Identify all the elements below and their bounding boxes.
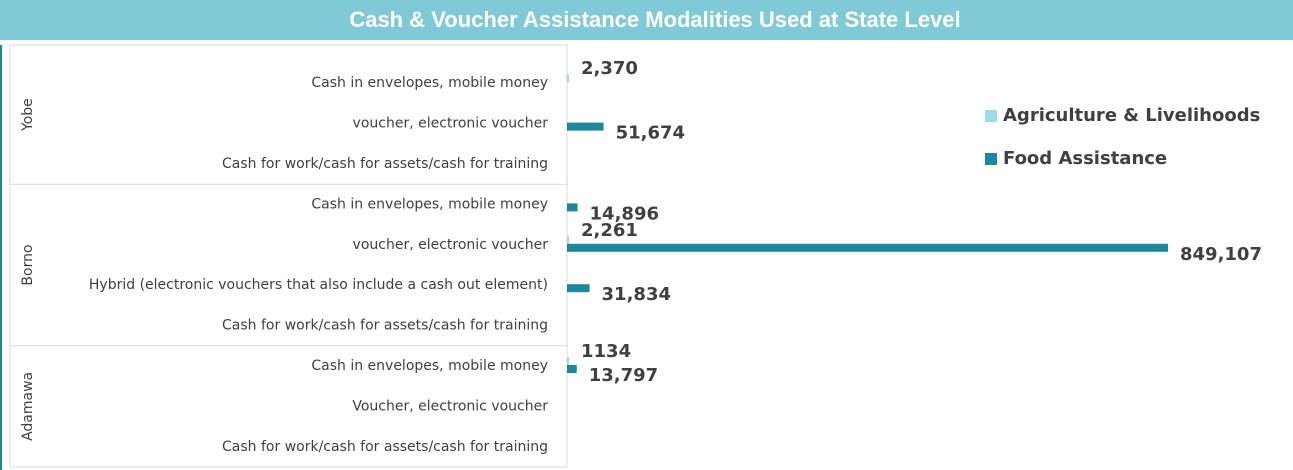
bar [567,235,569,244]
bar [567,365,577,373]
group-label: Borno [20,244,36,285]
value-label: 1134 [581,341,631,362]
bar [567,357,569,365]
category-label: Cash in envelopes, mobile money [311,358,548,374]
value-label: 51,674 [616,123,685,144]
legend-label: Food Assistance [1003,148,1167,169]
category-label: Cash in envelopes, mobile money [311,196,548,212]
value-label: 2,261 [581,220,638,241]
category-label: Cash for work/cash for assets/cash for t… [222,156,548,172]
bar [567,243,1168,252]
bar [567,284,590,293]
title-bar [0,0,1293,40]
category-label: voucher, electronic voucher [353,237,549,253]
chart-title: Cash & Voucher Assistance Modalities Use… [349,7,960,32]
category-label: voucher, electronic voucher [353,116,549,132]
legend-label: Agriculture & Livelihoods [1003,105,1260,126]
bar [567,122,604,131]
label-panel [9,44,568,468]
category-label: Cash for work/cash for assets/cash for t… [222,439,548,455]
value-label: 13,797 [589,365,658,386]
value-label: 31,834 [602,284,671,305]
category-label: Cash in envelopes, mobile money [311,75,548,91]
value-label: 849,107 [1180,244,1262,265]
legend-swatch [985,110,997,122]
category-label: Cash for work/cash for assets/cash for t… [222,318,548,334]
bar [567,74,569,83]
category-label: Voucher, electronic voucher [352,398,548,414]
group-label: Yobe [20,98,36,132]
group-label: Adamawa [20,372,36,441]
bar [567,203,578,212]
value-label: 2,370 [581,58,638,79]
legend-swatch [985,153,997,165]
category-label: Hybrid (electronic vouchers that also in… [89,277,548,293]
value-label: 14,896 [590,203,659,224]
